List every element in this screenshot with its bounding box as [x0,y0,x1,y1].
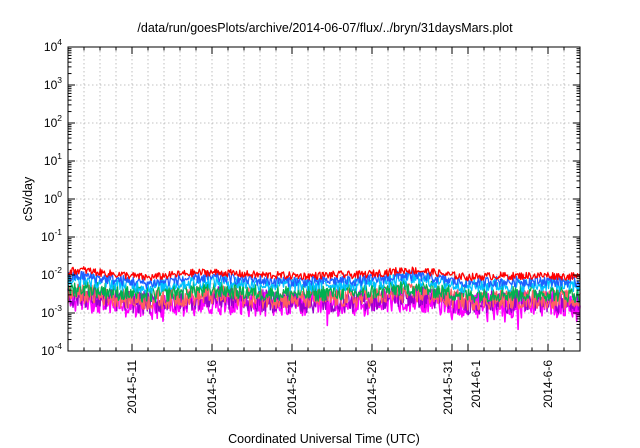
series-line [67,278,581,304]
y-tick-exponent: 0 [57,189,62,199]
y-tick-exponent: 2 [57,113,62,123]
y-tick-base: 10 [41,230,55,244]
x-tick-label: 2014-5-31 [441,360,455,415]
y-tick-base: 10 [41,344,55,358]
y-tick-label: 100 [44,189,62,206]
x-tick-labels: 2014-5-11 2014-5-16 2014-5-21 2014-5-26 2014… [125,360,555,415]
y-tick-exponent: -3 [54,303,62,313]
y-tick-label: 104 [44,37,62,54]
y-tick-base: 10 [41,268,55,282]
x-tick-label: 2014-6-1 [469,360,483,408]
chart-title: /data/run/goesPlots/archive/2014-06-07/f… [137,21,513,35]
y-tick-base: 10 [44,154,58,168]
y-tick-label: 101 [44,151,62,168]
x-tick-label: 2014-5-26 [365,360,379,415]
y-tick-label: 10-1 [41,227,62,244]
x-tick-label: 2014-5-11 [125,360,139,414]
x-tick-label: 2014-6-6 [541,360,555,408]
y-tick-label: 10-4 [41,341,62,358]
y-tick-label: 102 [44,113,62,130]
y-tick-label: 10-3 [41,303,62,320]
y-tick-label: 10-2 [41,265,62,282]
ticks [68,46,580,352]
y-axis-label: cSv/day [21,176,35,221]
series-layer [67,266,581,331]
y-tick-exponent: 1 [57,151,62,161]
y-tick-label: 103 [44,75,62,92]
x-tick-label: 2014-5-21 [285,360,299,415]
series-line [67,266,581,282]
y-tick-base: 10 [41,306,55,320]
x-axis-label: Coordinated Universal Time (UTC) [228,432,420,446]
y-tick-base: 10 [44,116,58,130]
y-tick-base: 10 [44,78,58,92]
y-tick-base: 10 [44,40,58,54]
y-tick-exponent: -1 [54,227,62,237]
y-tick-exponent: -2 [54,265,62,275]
y-tick-base: 10 [44,192,58,206]
y-tick-exponent: 3 [57,75,62,85]
y-tick-exponent: -4 [54,341,62,351]
y-tick-exponent: 4 [57,37,62,47]
x-tick-label: 2014-5-16 [205,360,219,415]
